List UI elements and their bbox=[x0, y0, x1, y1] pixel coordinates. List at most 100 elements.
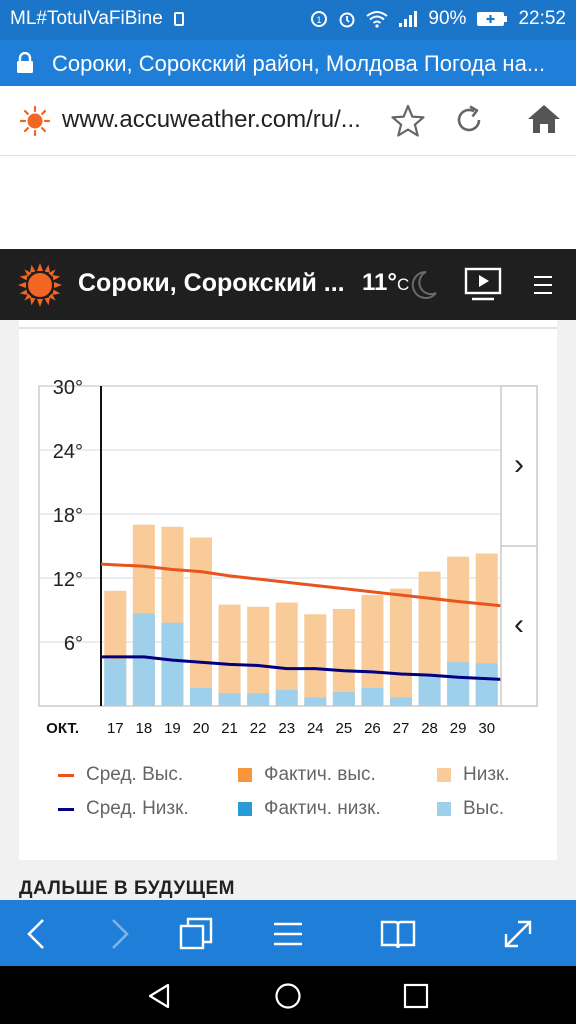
bar-low-26 bbox=[361, 595, 384, 706]
accuweather-logo-sun-icon[interactable] bbox=[18, 263, 62, 307]
battery-percent: 90% bbox=[428, 8, 467, 29]
x-tick-label: 29 bbox=[450, 720, 467, 737]
forward-arrow-icon[interactable] bbox=[98, 914, 138, 954]
site-header: Сороки, Сорокский ... 11°C bbox=[0, 249, 576, 320]
legend-label: Сред. Низк. bbox=[86, 798, 189, 819]
wifi-icon bbox=[366, 11, 389, 28]
avg-high-line bbox=[100, 562, 502, 608]
bar-high-30 bbox=[475, 663, 498, 706]
hamburger-menu-icon[interactable] bbox=[532, 275, 554, 295]
x-tick-label: 18 bbox=[136, 720, 153, 737]
menu-icon[interactable] bbox=[268, 914, 308, 954]
x-tick-label: 26 bbox=[364, 720, 381, 737]
data-saver-icon: 1 bbox=[311, 11, 328, 27]
nav-recents-icon[interactable] bbox=[402, 982, 430, 1010]
legend-line-swatch bbox=[58, 807, 74, 811]
system-nav-bar bbox=[0, 966, 576, 1024]
tabs-icon[interactable] bbox=[176, 914, 216, 954]
chart-prev-button[interactable]: ‹ bbox=[514, 608, 524, 641]
x-tick-label: 21 bbox=[221, 720, 238, 737]
bar-low-21 bbox=[218, 604, 241, 706]
bookmark-star-icon[interactable] bbox=[390, 104, 426, 138]
x-tick-label: 25 bbox=[336, 720, 353, 737]
bar-high-29 bbox=[447, 662, 470, 706]
url-text[interactable]: www.accuweather.com/ru/... bbox=[62, 106, 361, 133]
reload-icon[interactable] bbox=[453, 104, 485, 136]
y-tick-label: 30° bbox=[53, 377, 83, 399]
clock: 22:52 bbox=[518, 8, 566, 29]
bar-high-21 bbox=[218, 693, 241, 706]
y-tick-label: 6° bbox=[64, 633, 83, 655]
location-title[interactable]: Сороки, Сорокский ... bbox=[78, 269, 345, 297]
x-tick-label: 27 bbox=[393, 720, 410, 737]
legend-label: Низк. bbox=[463, 764, 510, 785]
avg-low-line bbox=[101, 655, 502, 681]
bar-high-27 bbox=[390, 697, 412, 706]
nav-back-icon[interactable] bbox=[146, 982, 174, 1010]
x-tick-label: 30 bbox=[478, 720, 495, 737]
section-heading: ДАЛЬШЕ В БУДУЩЕМ bbox=[19, 878, 236, 899]
bar-high-23 bbox=[275, 690, 298, 706]
bar-high-20 bbox=[190, 687, 212, 706]
legend-item-high: Выс. bbox=[437, 798, 504, 820]
x-tick-label: 17 bbox=[107, 720, 124, 737]
site-favicon-sun-icon bbox=[20, 106, 50, 136]
carrier-name: ML#TotulVaFiBine bbox=[10, 8, 163, 29]
back-arrow-icon[interactable] bbox=[18, 914, 58, 954]
browser-toolbar bbox=[0, 900, 576, 966]
bar-high-19 bbox=[161, 622, 184, 706]
y-tick-label: 12° bbox=[53, 569, 83, 591]
bar-low-25 bbox=[332, 608, 355, 706]
bar-low-20 bbox=[190, 537, 212, 706]
y-tick-label: 24° bbox=[53, 441, 83, 463]
bar-high-18 bbox=[132, 613, 155, 706]
temperature-unit: C bbox=[396, 275, 410, 294]
bar-low-27 bbox=[390, 588, 412, 706]
signal-icon bbox=[399, 11, 418, 27]
temperature-value: 11° bbox=[362, 269, 397, 296]
tab-title-bar[interactable]: Сороки, Сорокский район, Молдова Погода … bbox=[0, 40, 576, 86]
x-tick-label: 20 bbox=[193, 720, 210, 737]
chart-nav: ›‹ bbox=[500, 385, 538, 707]
legend-square-swatch bbox=[238, 802, 252, 816]
x-tick-label: 22 bbox=[250, 720, 267, 737]
chart-x-ticks: ОКТ. 17 18 19 20 21 22 23 24 25 26 27 28 29 30 bbox=[46, 720, 495, 737]
x-tick-label: 28 bbox=[421, 720, 438, 737]
legend-item-low: Низк. bbox=[437, 764, 510, 786]
legend-line-swatch bbox=[58, 773, 74, 777]
legend-item-avg-low: Сред. Низк. bbox=[58, 798, 189, 820]
nav-home-icon[interactable] bbox=[274, 982, 302, 1010]
chart-next-button[interactable]: › bbox=[514, 448, 524, 481]
status-left: ML#TotulVaFiBine bbox=[10, 8, 185, 30]
fullscreen-expand-icon[interactable] bbox=[498, 914, 538, 954]
home-icon[interactable] bbox=[526, 102, 562, 136]
current-temperature: 11°C bbox=[362, 269, 409, 297]
bar-high-26 bbox=[361, 687, 384, 706]
bar-high-22 bbox=[247, 693, 270, 706]
bar-high-28 bbox=[418, 676, 441, 706]
moon-icon bbox=[411, 270, 437, 299]
temperature-chart: 30° 24° 18° 12° 6° ОКТ. 17 18 19 20 21 22 23 24 25 26 2… bbox=[38, 377, 538, 737]
battery-icon bbox=[477, 12, 508, 26]
alarm-icon bbox=[339, 12, 355, 28]
legend-item-actual-low: Фактич. низк. bbox=[238, 798, 381, 820]
legend-label: Фактич. выс. bbox=[264, 764, 376, 785]
url-bar[interactable]: www.accuweather.com/ru/... bbox=[0, 86, 576, 156]
bar-low-24 bbox=[304, 614, 327, 706]
legend-label: Выс. bbox=[463, 798, 505, 819]
bar-high-25 bbox=[332, 692, 355, 706]
status-bar: ML#TotulVaFiBine 1 90% 22:52 bbox=[0, 0, 576, 40]
legend-label: Сред. Выс. bbox=[86, 764, 184, 785]
legend-item-actual-high: Фактич. выс. bbox=[238, 764, 376, 786]
video-play-icon[interactable] bbox=[464, 267, 502, 303]
x-tick-label: 19 bbox=[164, 720, 181, 737]
bar-high-24 bbox=[304, 697, 327, 706]
x-axis-month-label: ОКТ. bbox=[46, 720, 79, 737]
legend-square-swatch bbox=[437, 768, 451, 782]
x-tick-label: 24 bbox=[307, 720, 324, 737]
chart-bars bbox=[104, 524, 498, 706]
bar-low-22 bbox=[247, 606, 270, 706]
bar-low-28 bbox=[418, 571, 441, 706]
reader-book-icon[interactable] bbox=[378, 914, 418, 954]
bar-low-23 bbox=[275, 602, 298, 706]
